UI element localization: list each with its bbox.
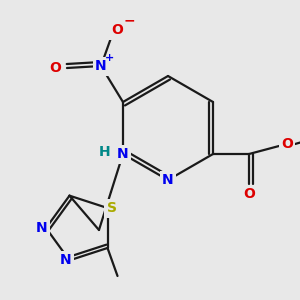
Text: −: − xyxy=(123,13,135,27)
Text: N: N xyxy=(60,253,71,267)
Text: N: N xyxy=(162,173,174,187)
Text: O: O xyxy=(49,61,61,75)
Text: O: O xyxy=(281,137,293,151)
Text: S: S xyxy=(106,201,116,215)
Text: O: O xyxy=(111,23,123,37)
Text: N: N xyxy=(95,59,107,73)
Text: +: + xyxy=(105,53,115,63)
Text: O: O xyxy=(243,187,255,201)
Text: H: H xyxy=(99,145,111,159)
Text: N: N xyxy=(117,147,129,161)
Text: N: N xyxy=(36,221,48,235)
